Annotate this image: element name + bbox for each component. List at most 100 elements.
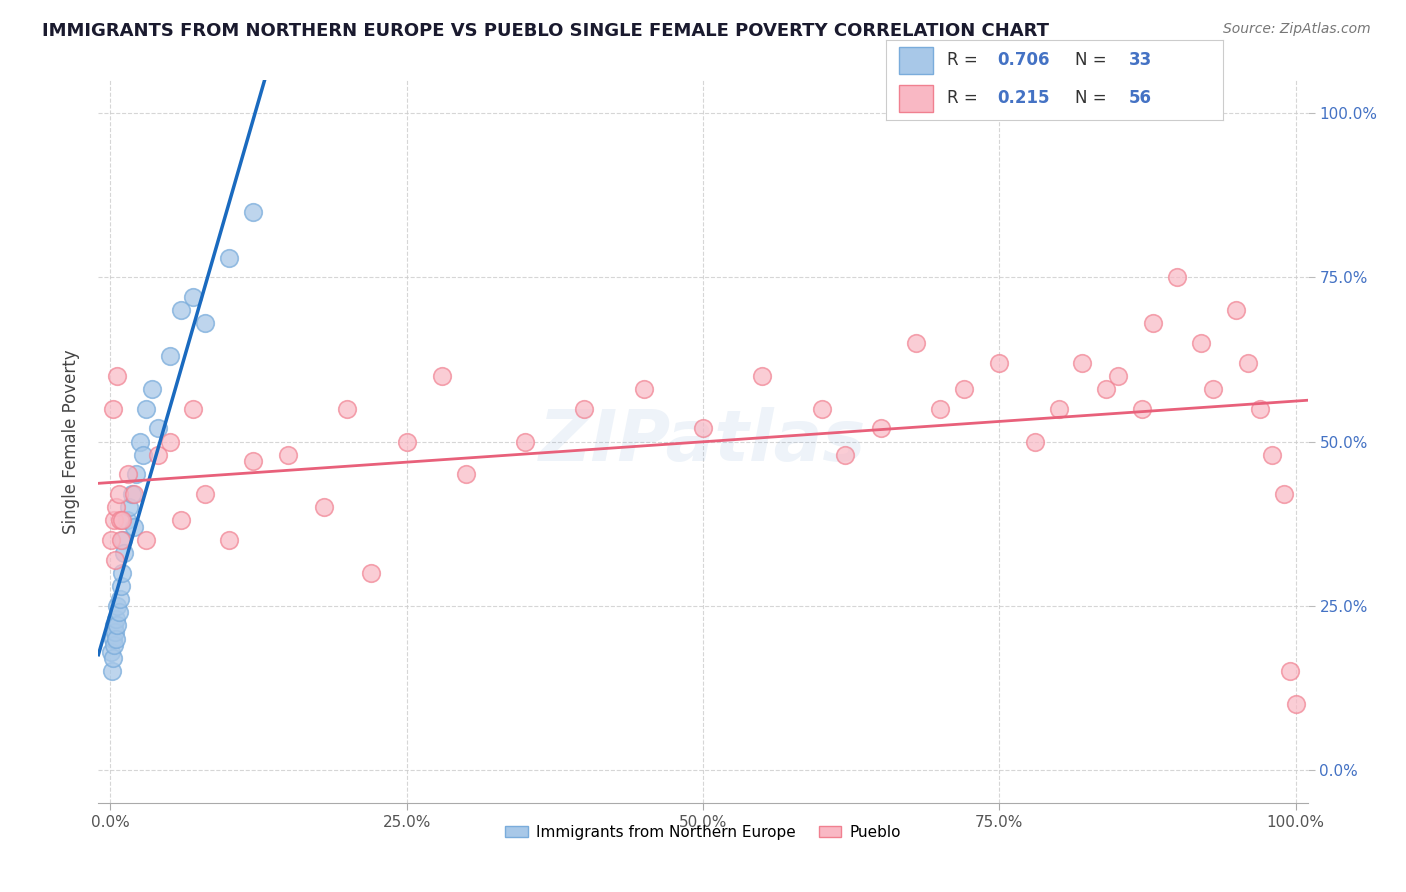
Point [194, 316, 217, 330]
Point [105, 618, 128, 632]
Point [905, 336, 928, 351]
FancyBboxPatch shape [900, 85, 934, 112]
Point [1278, 665, 1301, 679]
Text: N =: N = [1074, 89, 1112, 107]
Point [1249, 401, 1271, 416]
Point [108, 592, 131, 607]
Point [633, 382, 655, 396]
Point [1095, 382, 1118, 396]
Point [952, 382, 974, 396]
Point [194, 487, 217, 501]
Point [121, 487, 143, 501]
Text: R =: R = [946, 51, 983, 70]
Point [111, 513, 134, 527]
Point [101, 665, 124, 679]
Point [105, 368, 128, 383]
Point [103, 651, 125, 665]
Point [242, 204, 264, 219]
Point [810, 401, 832, 416]
Point [1024, 434, 1046, 449]
Point [115, 513, 138, 527]
Point [101, 401, 124, 416]
Point [114, 546, 136, 560]
Point [336, 401, 359, 416]
Point [110, 533, 132, 547]
Point [122, 520, 145, 534]
Point [1225, 303, 1247, 318]
Point [1285, 698, 1308, 712]
Point [988, 356, 1011, 370]
Point [122, 487, 145, 501]
Point [181, 290, 204, 304]
Text: 33: 33 [1129, 51, 1152, 70]
Point [111, 566, 134, 580]
Point [146, 448, 169, 462]
Point [108, 513, 131, 527]
Point [1071, 356, 1094, 370]
Point [125, 467, 148, 482]
Point [929, 401, 952, 416]
Text: ZIPatlas: ZIPatlas [540, 407, 866, 476]
Point [135, 401, 157, 416]
Text: N =: N = [1074, 51, 1112, 70]
Point [170, 513, 193, 527]
Point [1142, 316, 1164, 330]
Point [159, 349, 181, 363]
Point [1130, 401, 1153, 416]
Point [118, 500, 141, 515]
FancyBboxPatch shape [900, 46, 934, 74]
Point [103, 638, 125, 652]
Point [103, 618, 125, 632]
Point [1261, 448, 1284, 462]
Point [1166, 270, 1188, 285]
Point [132, 448, 155, 462]
Point [105, 500, 128, 515]
Point [574, 401, 596, 416]
Text: Source: ZipAtlas.com: Source: ZipAtlas.com [1223, 22, 1371, 37]
Point [1107, 368, 1129, 383]
Point [107, 605, 129, 619]
Point [103, 513, 125, 527]
Point [135, 533, 157, 547]
Point [1189, 336, 1212, 351]
Point [1047, 401, 1070, 416]
Point [1272, 487, 1295, 501]
Point [1237, 356, 1260, 370]
Point [100, 645, 122, 659]
Point [515, 434, 537, 449]
Point [432, 368, 454, 383]
Point [159, 434, 181, 449]
Point [277, 448, 299, 462]
Point [869, 421, 891, 435]
Point [218, 251, 240, 265]
Point [181, 401, 204, 416]
Point [692, 421, 714, 435]
Point [360, 566, 382, 580]
Point [101, 632, 124, 646]
Point [105, 599, 128, 613]
Point [454, 467, 477, 482]
Point [218, 533, 240, 547]
Point [129, 434, 152, 449]
Text: 56: 56 [1129, 89, 1152, 107]
Point [117, 467, 139, 482]
Point [112, 533, 135, 547]
Point [312, 500, 335, 515]
Y-axis label: Single Female Poverty: Single Female Poverty [62, 350, 80, 533]
Point [834, 448, 856, 462]
Point [104, 553, 127, 567]
Point [104, 632, 127, 646]
Point [100, 533, 122, 547]
Point [104, 625, 127, 640]
Point [110, 579, 132, 593]
Point [146, 421, 169, 435]
Text: 0.215: 0.215 [997, 89, 1050, 107]
Point [1202, 382, 1225, 396]
Point [751, 368, 773, 383]
Text: 0.706: 0.706 [997, 51, 1050, 70]
Point [170, 303, 193, 318]
Point [141, 382, 163, 396]
Point [395, 434, 418, 449]
Point [105, 612, 128, 626]
Text: IMMIGRANTS FROM NORTHERN EUROPE VS PUEBLO SINGLE FEMALE POVERTY CORRELATION CHAR: IMMIGRANTS FROM NORTHERN EUROPE VS PUEBL… [42, 22, 1049, 40]
